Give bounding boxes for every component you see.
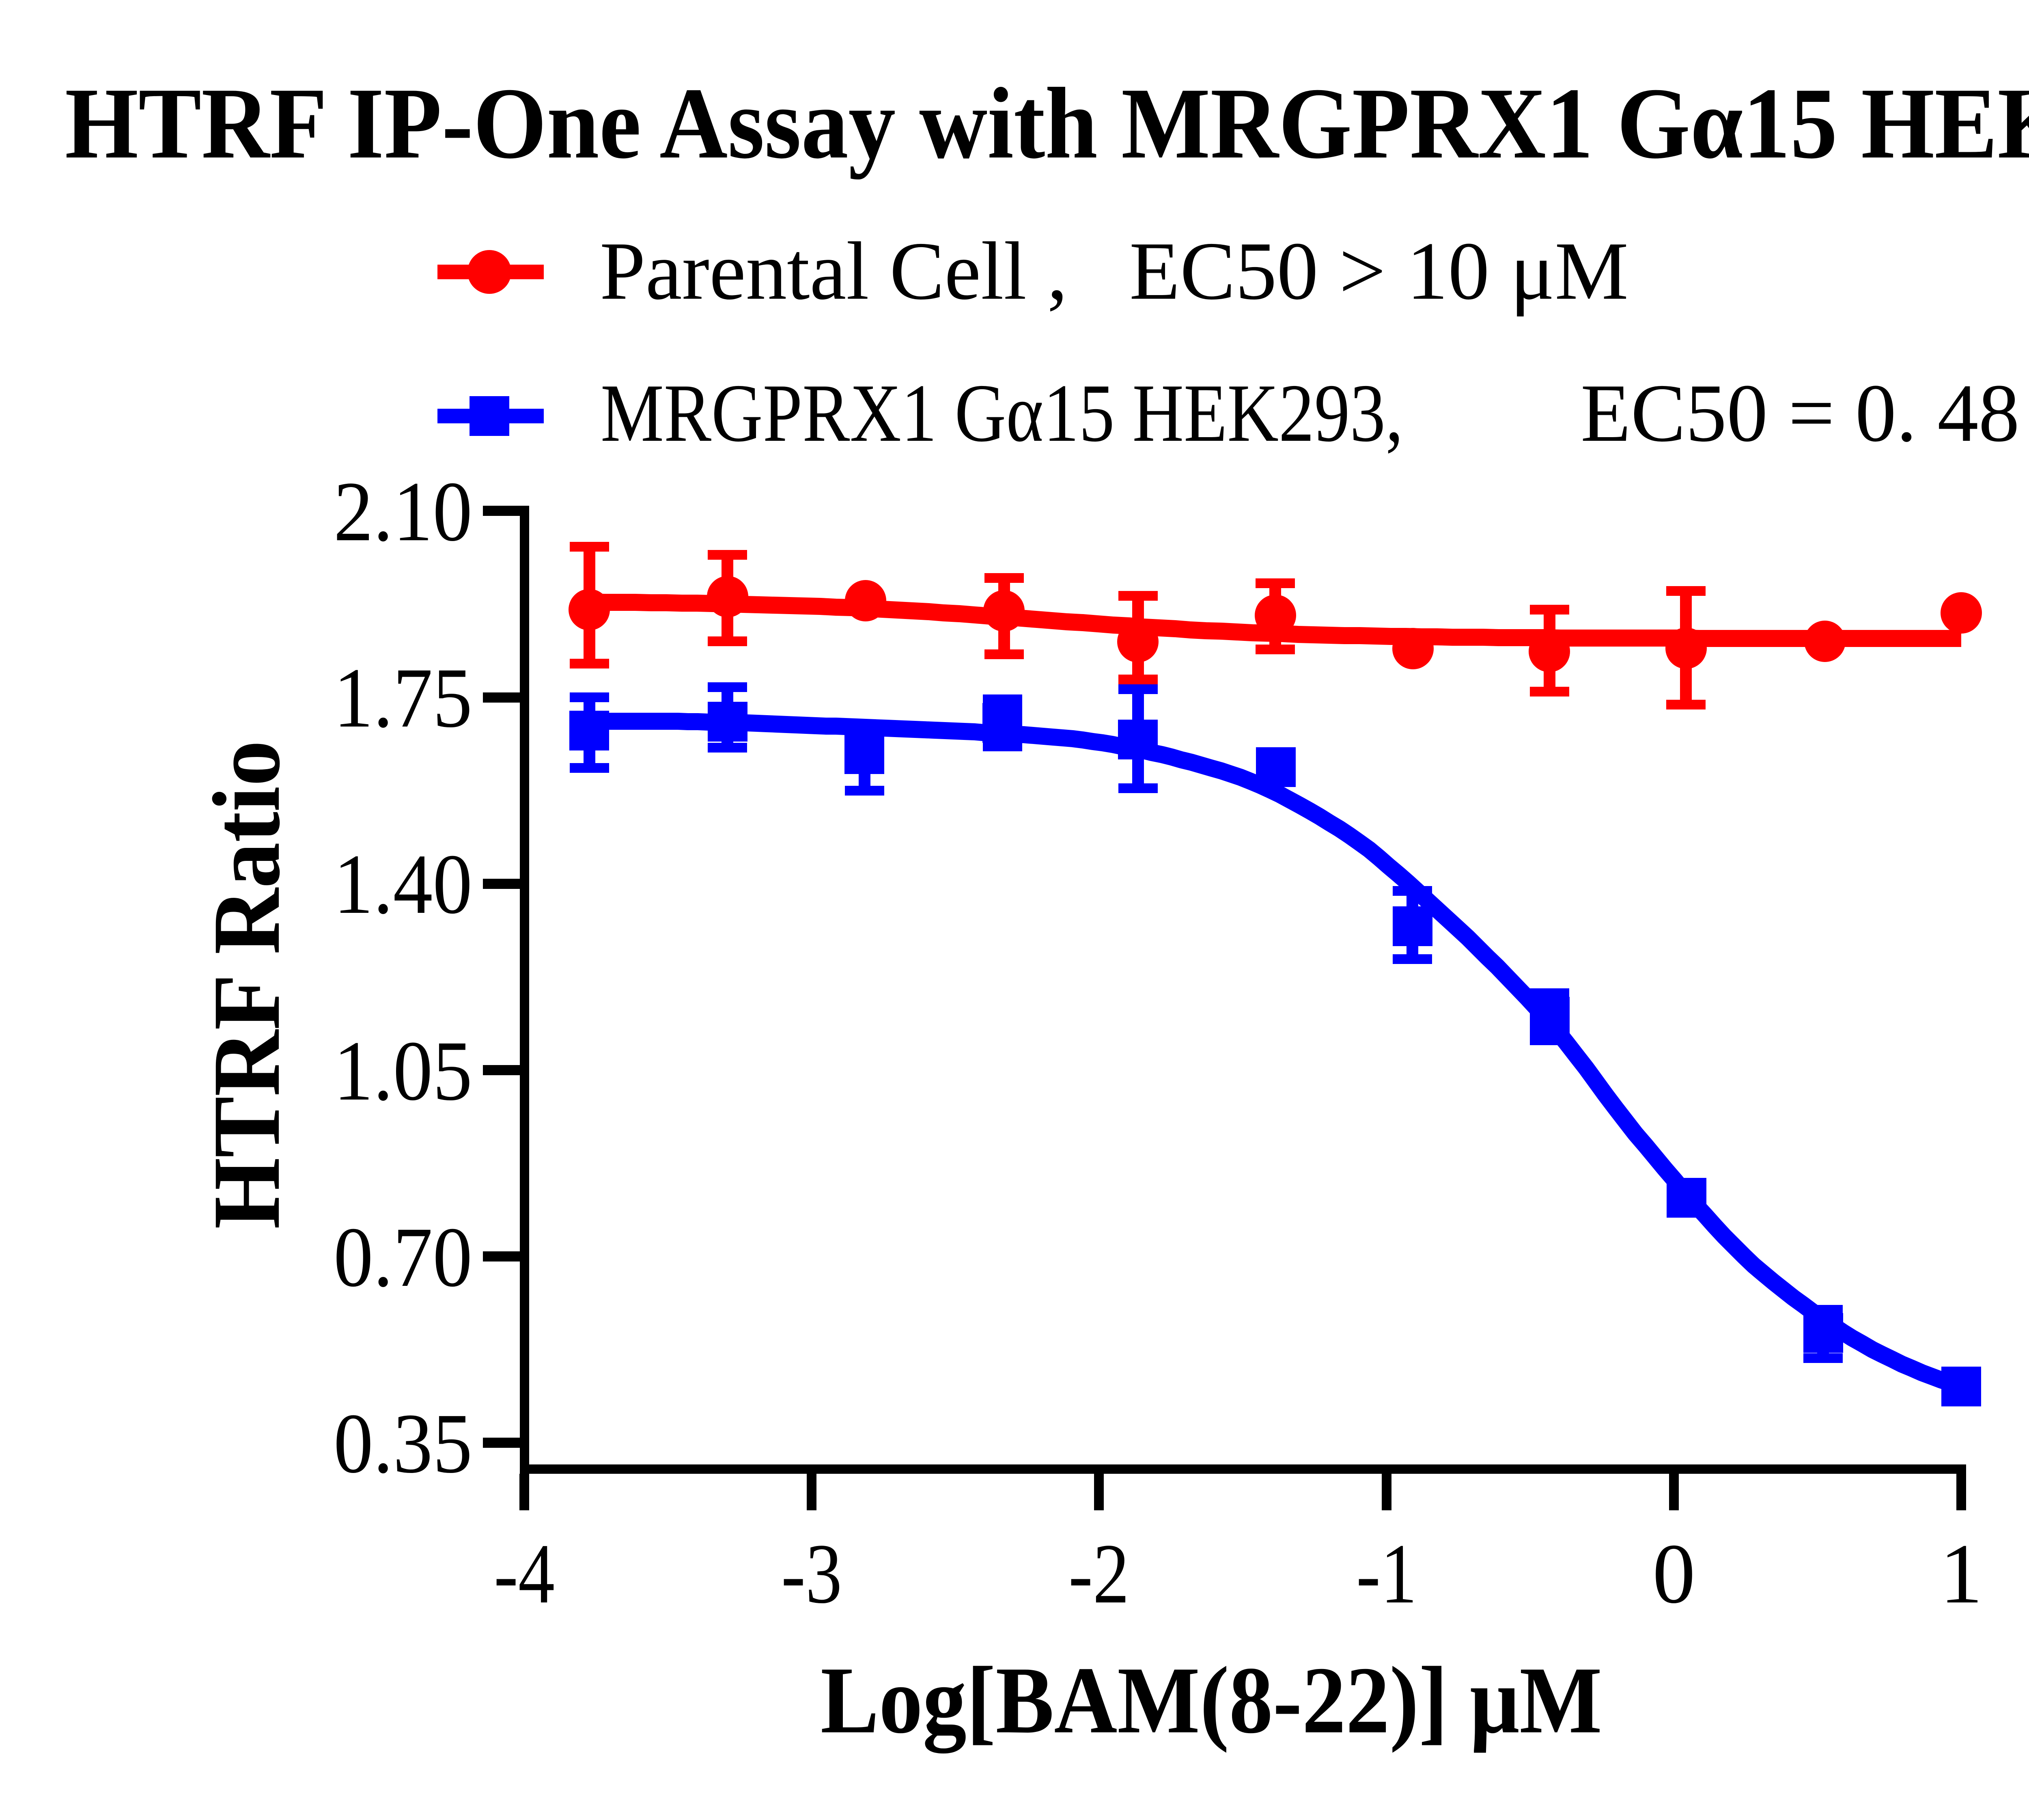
svg-text:EC50 > 10 μM: EC50 > 10 μM [1129, 225, 1628, 317]
svg-text:HTRF Ratio: HTRF Ratio [194, 740, 300, 1229]
svg-text:0.35: 0.35 [334, 1396, 472, 1491]
svg-text:1.75: 1.75 [334, 650, 472, 745]
svg-text:Parental Cell ,: Parental Cell , [600, 225, 1068, 317]
svg-text:-4: -4 [494, 1526, 555, 1621]
svg-text:-1: -1 [1356, 1526, 1417, 1621]
svg-text:MRGPRX1 Gα15 HEK293,: MRGPRX1 Gα15 HEK293, [601, 367, 1403, 459]
svg-text:2.10: 2.10 [334, 464, 472, 559]
svg-text:0.70: 0.70 [334, 1210, 472, 1305]
svg-text:0: 0 [1652, 1526, 1695, 1621]
svg-text:Log[BAM(8-22)] μM: Log[BAM(8-22)] μM [821, 1647, 1602, 1753]
svg-text:EC50 = 0. 48 μM: EC50 = 0. 48 μM [1581, 367, 2029, 459]
svg-text:1: 1 [1940, 1526, 1983, 1621]
svg-text:1.05: 1.05 [334, 1023, 472, 1118]
svg-text:-3: -3 [781, 1526, 842, 1621]
svg-text:1.40: 1.40 [334, 837, 472, 932]
svg-text:HTRF IP-One Assay with MRGPRX1: HTRF IP-One Assay with MRGPRX1 Gα15 HEK2… [65, 67, 2029, 180]
svg-text:-2: -2 [1068, 1526, 1129, 1621]
